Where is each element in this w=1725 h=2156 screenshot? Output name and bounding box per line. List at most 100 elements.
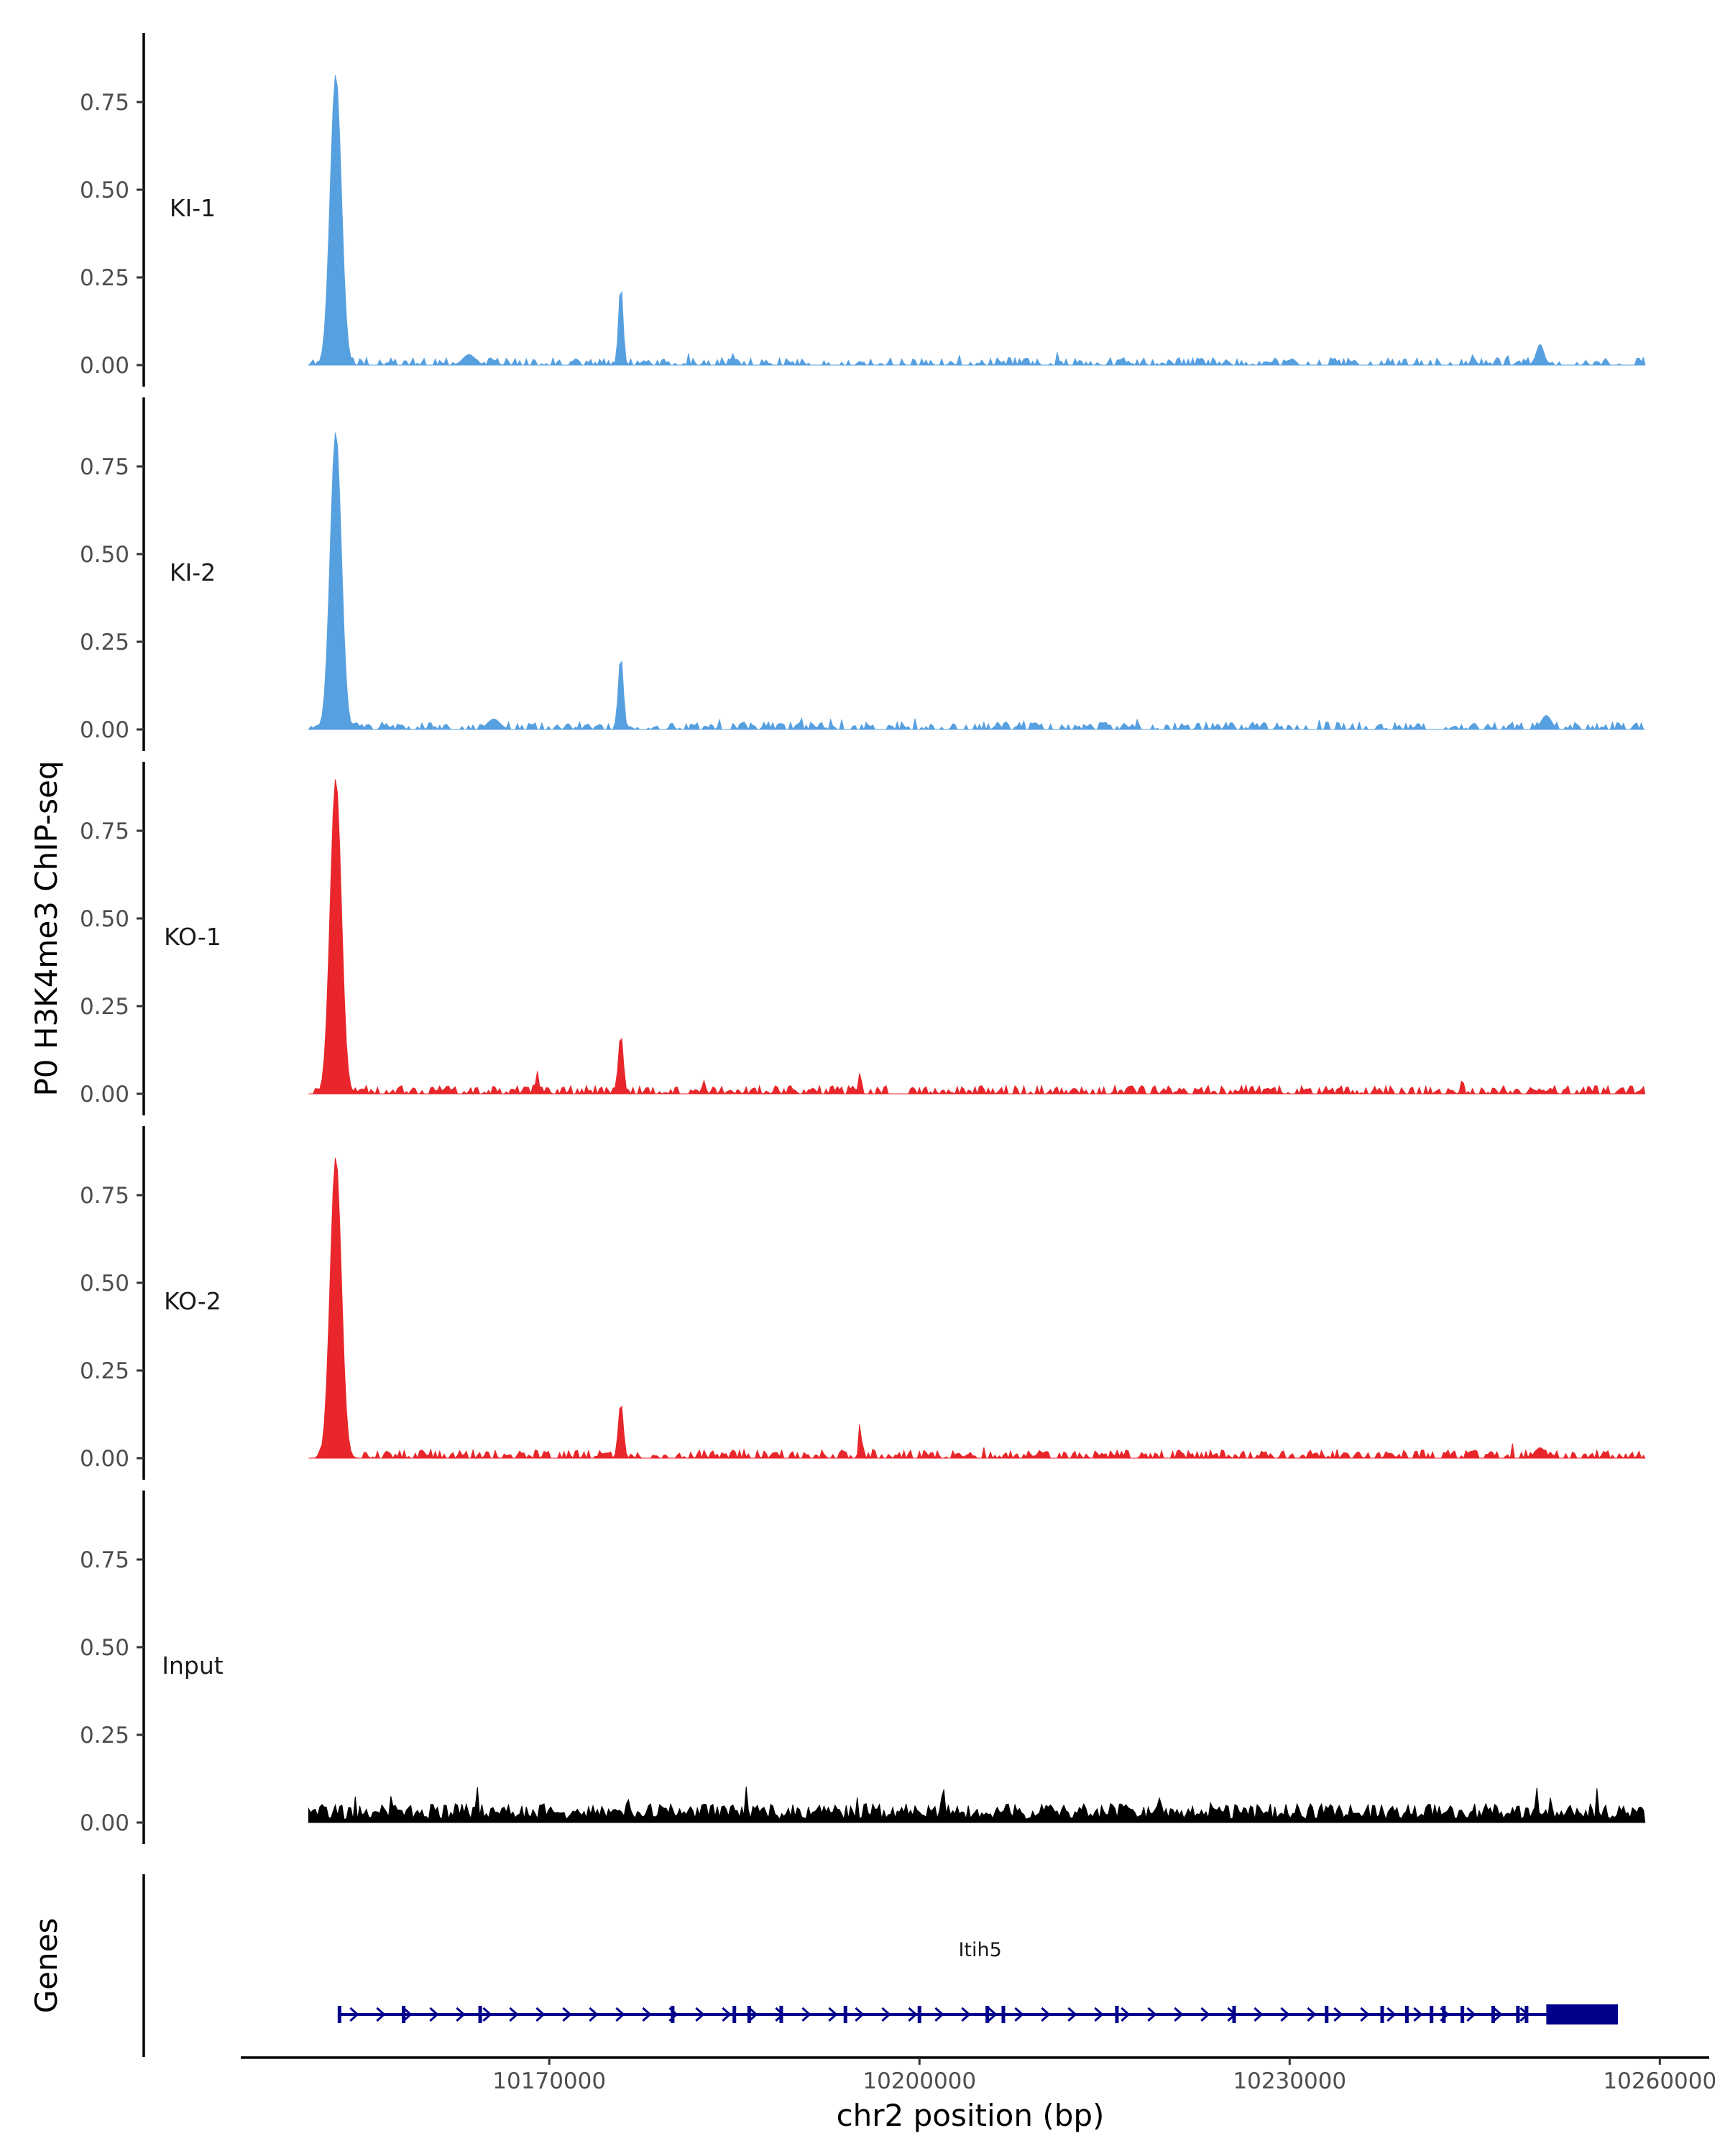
strand-arrow [589, 2007, 599, 2022]
strand-arrow [722, 2007, 732, 2022]
x-tick-label: 10260000 [1603, 2068, 1716, 2094]
strand-arrow [562, 2007, 572, 2022]
exon-mark [1460, 2006, 1465, 2023]
exon-mark [671, 2006, 675, 2023]
y-tick-label: 0.75 [80, 819, 129, 844]
strand-arrow [1200, 2007, 1210, 2022]
strand-arrow [1094, 2007, 1104, 2022]
strand-arrow [695, 2007, 705, 2022]
y-tick-label: 0.50 [80, 542, 129, 568]
strand-arrow [828, 2007, 838, 2022]
signal-area-ki-2 [308, 432, 1645, 731]
strand-arrow [855, 2007, 865, 2022]
exon-mark [779, 2006, 783, 2023]
y-tick-label: 0.50 [80, 1271, 129, 1296]
strand-arrow [535, 2007, 546, 2022]
signal-area-input [308, 1786, 1646, 1823]
strand-arrow [456, 2007, 466, 2022]
exon-mark [1325, 2006, 1329, 2023]
strand-arrow [1121, 2007, 1131, 2022]
strand-arrow [509, 2007, 519, 2022]
gene-utr-block [1546, 2004, 1618, 2024]
strand-arrow [801, 2007, 811, 2022]
strand-arrow [1041, 2007, 1051, 2022]
exon-mark [917, 2006, 921, 2023]
y-tick-label: 0.50 [80, 178, 129, 203]
track-panel-ko-1: 0.00 0.25 0.50 0.75 KO-1 [80, 762, 1646, 1115]
strand-arrow [429, 2007, 439, 2022]
exon-mark [1232, 2006, 1236, 2023]
exon-mark [985, 2006, 990, 2023]
y-tick-label: 0.25 [80, 265, 129, 291]
exon-mark [732, 2006, 737, 2023]
exon-mark [478, 2006, 482, 2023]
exon-mark [1001, 2006, 1006, 2023]
exon-mark [1115, 2006, 1119, 2023]
strand-arrow [1360, 2007, 1370, 2022]
y-tick-label: 0.25 [80, 994, 129, 1020]
x-axis: 10170000 10200000 10230000 10260000 [241, 2056, 1716, 2094]
strand-arrow [1147, 2007, 1157, 2022]
strand-arrow [1014, 2007, 1024, 2022]
exon-mark [747, 2006, 751, 2023]
strand-arrow [748, 2007, 758, 2022]
strand-arrow [1413, 2007, 1423, 2022]
panel-label: KO-1 [164, 923, 221, 951]
y-tick-label: 0.75 [80, 454, 129, 480]
panel-label: KO-2 [164, 1287, 221, 1315]
y-tick-label: 0.25 [80, 1723, 129, 1749]
strand-arrow [934, 2007, 944, 2022]
track-panel-ki-1: 0.00 0.25 0.50 0.75 KI-1 [80, 33, 1646, 387]
y-tick-label: 0.00 [80, 353, 129, 379]
exon-mark [1491, 2006, 1496, 2023]
y-tick-label: 0.75 [80, 1183, 129, 1209]
strand-arrow [376, 2007, 386, 2022]
strand-arrow [1280, 2007, 1290, 2022]
panel-label: Input [162, 1651, 224, 1680]
panel-label: KI-2 [170, 558, 216, 586]
strand-arrow [1174, 2007, 1184, 2022]
strand-arrow [881, 2007, 891, 2022]
strand-arrow [1254, 2007, 1264, 2022]
exon-mark [1430, 2006, 1434, 2023]
strand-arrow [988, 2007, 998, 2022]
signal-area-ko-1 [308, 779, 1646, 1095]
signal-area-ko-2 [308, 1157, 1646, 1460]
y-tick-label: 0.00 [80, 717, 129, 743]
strand-arrow [1307, 2007, 1317, 2022]
y-tick-label: 0.25 [80, 630, 129, 655]
exon-mark [1380, 2006, 1384, 2023]
x-axis-title: chr2 position (bp) [837, 2098, 1105, 2133]
y-tick-label: 0.25 [80, 1358, 129, 1384]
strand-arrow [1493, 2007, 1503, 2022]
y-tick-label: 0.00 [80, 1082, 129, 1107]
strand-arrow [1386, 2007, 1397, 2022]
strand-arrow [402, 2007, 413, 2022]
strand-arrow [961, 2007, 971, 2022]
strand-arrow [642, 2007, 652, 2022]
strand-arrow [908, 2007, 918, 2022]
y-tick-label: 0.50 [80, 1635, 129, 1661]
x-tick-label: 10170000 [492, 2068, 606, 2094]
signal-area-ki-1 [308, 75, 1646, 367]
y-tick-label: 0.75 [80, 1547, 129, 1573]
track-panel-ko-2: 0.00 0.25 0.50 0.75 KO-2 [80, 1126, 1646, 1480]
strand-arrow [349, 2007, 359, 2022]
strand-arrow [1067, 2007, 1077, 2022]
genes-track: Genes Itih5 [29, 1874, 1618, 2057]
x-tick-label: 10200000 [862, 2068, 976, 2094]
exon-mark [1442, 2006, 1446, 2023]
exon-mark [1524, 2006, 1529, 2023]
track-panel-input: 0.00 0.25 0.50 0.75 Input [80, 1491, 1646, 1844]
genes-track-label: Genes [29, 1918, 64, 2014]
y-tick-label: 0.75 [80, 90, 129, 116]
strand-arrow [615, 2007, 625, 2022]
exon-mark [337, 2006, 341, 2023]
y-tick-label: 0.50 [80, 906, 129, 932]
strand-arrow [1466, 2007, 1476, 2022]
track-panel-ki-2: 0.00 0.25 0.50 0.75 KI-2 [80, 397, 1645, 751]
strand-arrow [1333, 2007, 1343, 2022]
x-tick-label: 10230000 [1233, 2068, 1346, 2094]
panel-label: KI-1 [170, 194, 216, 222]
